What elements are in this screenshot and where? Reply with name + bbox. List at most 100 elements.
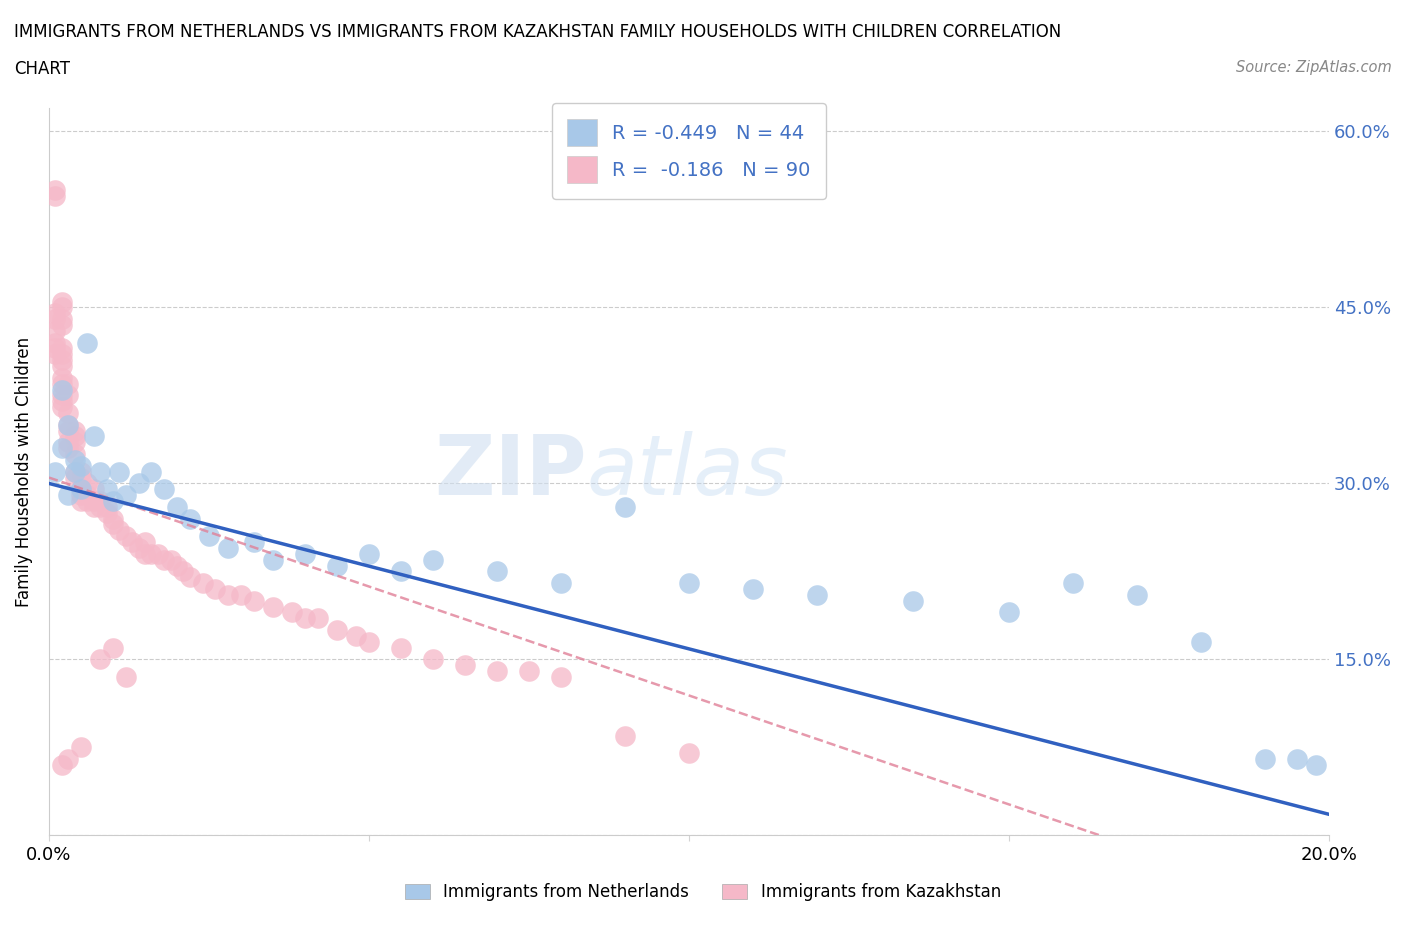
Point <box>134 547 156 562</box>
Point <box>70 487 93 502</box>
Point <box>198 529 221 544</box>
Point <box>51 377 73 392</box>
Point <box>101 517 124 532</box>
Point <box>998 605 1021 620</box>
Point <box>83 482 105 497</box>
Point <box>901 593 924 608</box>
Point <box>1305 758 1327 773</box>
Point <box>51 300 73 315</box>
Point <box>96 499 118 514</box>
Text: atlas: atlas <box>586 432 789 512</box>
Point <box>51 312 73 326</box>
Point <box>63 453 86 468</box>
Point <box>146 547 169 562</box>
Point <box>326 558 349 573</box>
Point <box>44 182 66 197</box>
Point <box>550 670 572 684</box>
Point <box>89 499 111 514</box>
Point <box>262 552 284 567</box>
Point <box>307 611 329 626</box>
Point <box>326 623 349 638</box>
Point <box>517 664 540 679</box>
Point <box>121 535 143 550</box>
Point <box>56 751 79 766</box>
Point <box>153 552 176 567</box>
Point <box>63 423 86 438</box>
Point <box>56 377 79 392</box>
Point <box>1254 751 1277 766</box>
Point <box>44 341 66 356</box>
Point <box>63 464 86 479</box>
Point <box>294 611 316 626</box>
Point <box>70 494 93 509</box>
Point <box>83 429 105 444</box>
Point <box>63 446 86 461</box>
Point <box>141 464 163 479</box>
Point <box>422 652 444 667</box>
Point <box>159 552 181 567</box>
Point <box>294 547 316 562</box>
Point <box>63 464 86 479</box>
Point <box>614 728 637 743</box>
Point <box>44 312 66 326</box>
Point <box>70 740 93 755</box>
Point <box>101 494 124 509</box>
Point <box>56 435 79 450</box>
Point <box>51 359 73 374</box>
Point <box>44 464 66 479</box>
Point <box>76 476 98 491</box>
Point <box>166 499 188 514</box>
Text: CHART: CHART <box>14 60 70 78</box>
Point <box>96 482 118 497</box>
Point <box>51 347 73 362</box>
Point <box>217 588 239 603</box>
Point <box>70 471 93 485</box>
Point <box>262 599 284 614</box>
Point <box>56 423 79 438</box>
Point <box>128 476 150 491</box>
Point <box>108 464 131 479</box>
Point <box>422 552 444 567</box>
Point <box>229 588 252 603</box>
Point <box>485 664 508 679</box>
Point <box>44 324 66 339</box>
Text: ZIP: ZIP <box>434 432 586 512</box>
Point <box>44 347 66 362</box>
Point <box>1062 576 1084 591</box>
Point <box>101 512 124 526</box>
Point <box>357 634 380 649</box>
Point <box>63 471 86 485</box>
Point <box>166 558 188 573</box>
Point <box>44 189 66 204</box>
Point <box>114 487 136 502</box>
Point <box>51 294 73 309</box>
Point <box>281 605 304 620</box>
Point <box>485 564 508 578</box>
Point <box>76 487 98 502</box>
Point <box>153 482 176 497</box>
Point <box>1189 634 1212 649</box>
Point <box>454 658 477 672</box>
Point <box>70 464 93 479</box>
Text: IMMIGRANTS FROM NETHERLANDS VS IMMIGRANTS FROM KAZAKHSTAN FAMILY HOUSEHOLDS WITH: IMMIGRANTS FROM NETHERLANDS VS IMMIGRANT… <box>14 23 1062 41</box>
Point <box>56 388 79 403</box>
Point <box>70 482 93 497</box>
Point <box>56 418 79 432</box>
Point <box>56 405 79 420</box>
Point <box>678 576 700 591</box>
Point <box>191 576 214 591</box>
Text: Source: ZipAtlas.com: Source: ZipAtlas.com <box>1236 60 1392 75</box>
Point <box>56 418 79 432</box>
Point <box>51 388 73 403</box>
Point <box>1126 588 1149 603</box>
Point <box>172 564 194 578</box>
Point <box>389 640 412 655</box>
Point <box>204 581 226 596</box>
Point <box>389 564 412 578</box>
Point <box>678 746 700 761</box>
Point <box>51 341 73 356</box>
Point <box>242 535 264 550</box>
Point <box>242 593 264 608</box>
Point <box>114 529 136 544</box>
Point <box>96 505 118 520</box>
